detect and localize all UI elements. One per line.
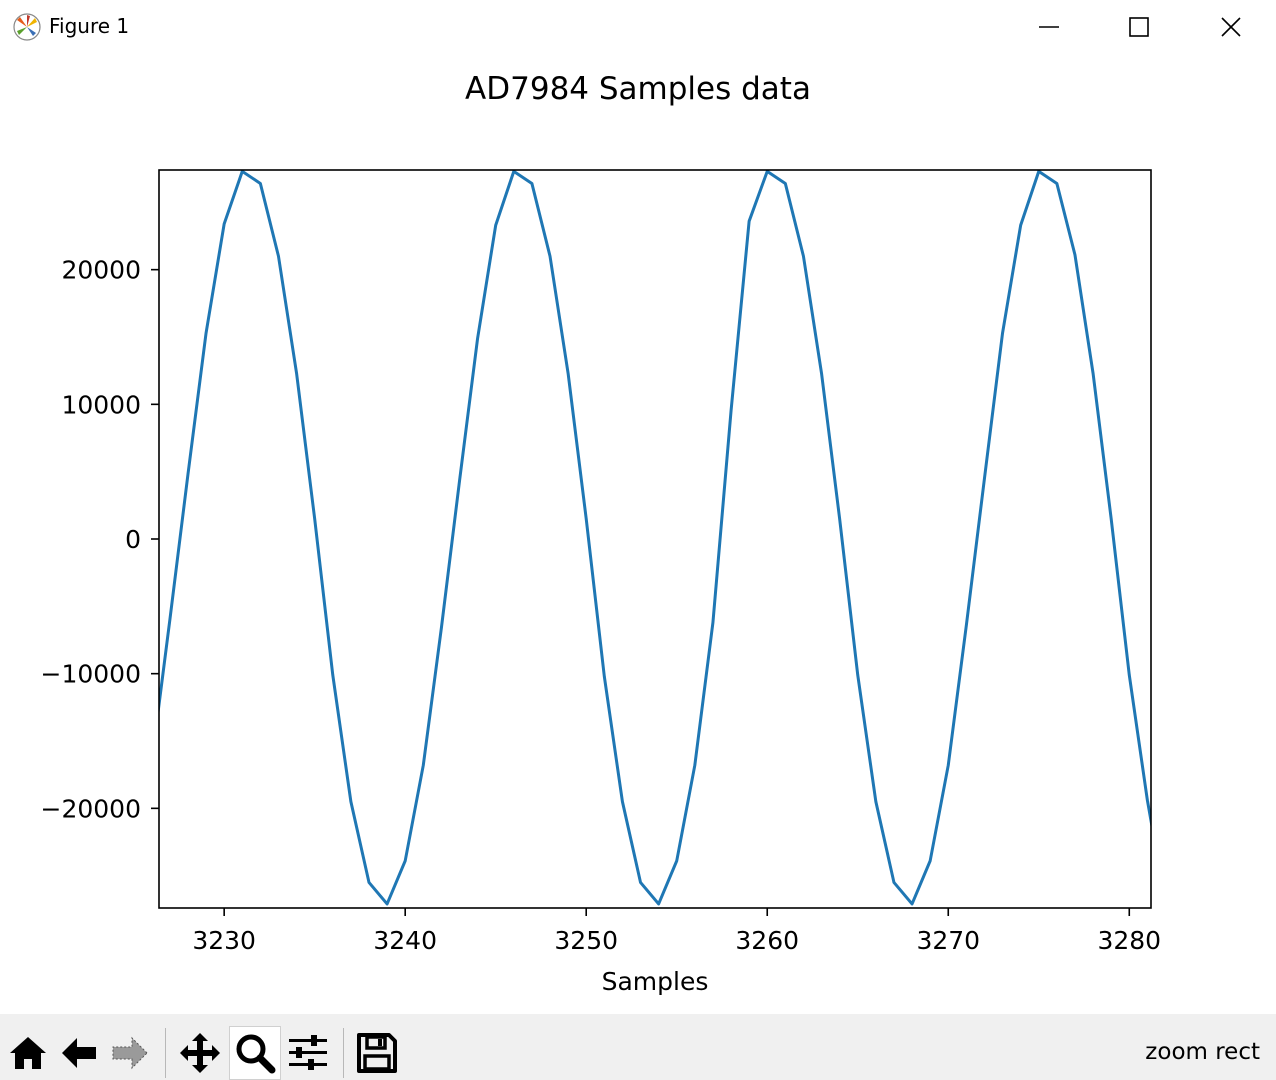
plot-area-background [159, 170, 1151, 908]
window-titlebar: Figure 1 [0, 0, 1276, 54]
x-tick-label: 3230 [192, 926, 256, 955]
x-tick-label: 3270 [916, 926, 980, 955]
maximize-icon [1129, 17, 1149, 37]
x-tick-label: 3240 [373, 926, 437, 955]
forward-button[interactable] [108, 1026, 152, 1080]
configure-subplots-icon [289, 1035, 327, 1070]
minimize-button[interactable] [1004, 0, 1094, 54]
home-button[interactable] [6, 1026, 50, 1080]
line-chart: AD7984 Samples data 3230 3240 3250 3260 3270… [41, 71, 1162, 996]
navigation-toolbar: zoom rect [0, 1014, 1276, 1080]
minimize-icon [1039, 26, 1059, 28]
save-button[interactable] [355, 1026, 399, 1080]
save-floppy-icon [357, 1033, 397, 1073]
y-tick-label: −10000 [41, 660, 141, 689]
close-icon [1221, 17, 1241, 37]
figure-canvas[interactable]: AD7984 Samples data 3230 3240 3250 3260 3270… [0, 54, 1276, 1014]
y-tick-label: 20000 [61, 256, 141, 285]
window-title: Figure 1 [49, 14, 130, 38]
series-line-0 [159, 170, 1151, 906]
maximize-button[interactable] [1094, 0, 1184, 54]
toolbar-separator [343, 1028, 344, 1078]
zoom-button[interactable] [229, 1026, 281, 1080]
configure-subplots-button[interactable] [286, 1026, 330, 1080]
toolbar-mode-status: zoom rect [1145, 1039, 1260, 1065]
matplotlib-logo-icon [13, 13, 41, 41]
pan-move-icon [180, 1033, 220, 1073]
home-icon [10, 1037, 46, 1069]
y-tick-label: 0 [125, 525, 141, 554]
toolbar-separator [165, 1028, 166, 1078]
x-tick-label: 3250 [554, 926, 618, 955]
y-tick-label: −20000 [41, 794, 141, 823]
forward-arrow-icon [112, 1036, 148, 1070]
x-tick-label: 3280 [1097, 926, 1161, 955]
close-button[interactable] [1186, 0, 1276, 54]
zoom-magnifier-icon [236, 1034, 276, 1074]
back-arrow-icon [62, 1038, 96, 1068]
x-tick-label: 3260 [735, 926, 799, 955]
x-axis-label: Samples [602, 967, 709, 996]
back-button[interactable] [57, 1026, 101, 1080]
pan-button[interactable] [178, 1026, 222, 1080]
y-tick-label: 10000 [61, 390, 141, 419]
chart-title: AD7984 Samples data [465, 71, 811, 107]
